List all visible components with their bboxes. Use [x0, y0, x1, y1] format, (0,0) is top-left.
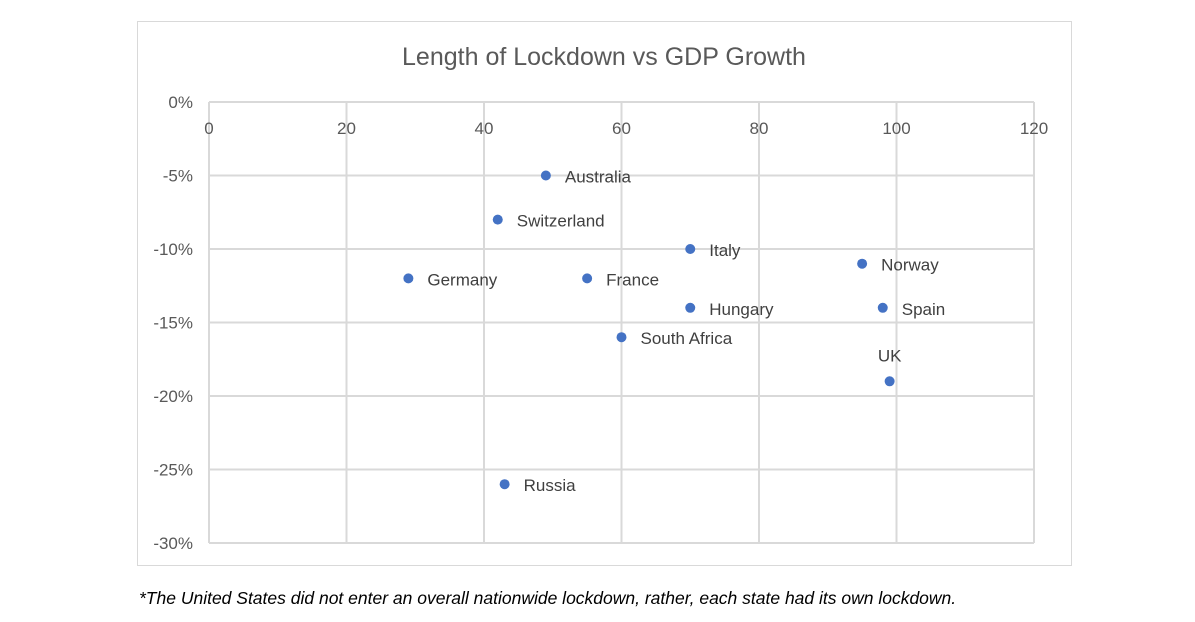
data-point[interactable] — [877, 302, 888, 313]
x-tick-label: 120 — [1020, 119, 1048, 138]
x-tick-label: 40 — [475, 119, 494, 138]
chart-title: Length of Lockdown vs GDP Growth — [402, 43, 806, 71]
chart-area: 0 20 40 60 80 100 120 0% -5% -10% -15% -20% -25% -30%… — [137, 21, 1072, 566]
x-tick-label: 80 — [750, 119, 769, 138]
data-point[interactable] — [685, 302, 696, 313]
data-label: UK — [878, 346, 902, 365]
axes: 0 20 40 60 80 100 120 0% -5% -10% -15% -20% -25% -30% — [153, 93, 1048, 553]
data-point[interactable] — [540, 170, 551, 181]
y-tick-label: -5% — [163, 167, 193, 186]
data-label: Australia — [565, 168, 632, 187]
data-point[interactable] — [884, 376, 895, 387]
y-tick-label: -20% — [153, 387, 193, 406]
y-tick-label: -30% — [153, 534, 193, 553]
data-label: France — [606, 270, 659, 289]
data-point[interactable] — [403, 273, 414, 284]
footnote: *The United States did not enter an over… — [139, 588, 957, 608]
gridlines — [208, 101, 1035, 544]
data-point[interactable] — [499, 479, 510, 490]
y-tick-label: -25% — [153, 461, 193, 480]
data-label: Switzerland — [517, 212, 605, 231]
x-tick-label: 0 — [204, 119, 213, 138]
scatter-chart: 0 20 40 60 80 100 120 0% -5% -10% -15% -20% -25% -30%… — [153, 43, 1048, 553]
data-label: Hungary — [709, 300, 774, 319]
y-tick-label: 0% — [168, 93, 193, 112]
data-label: Germany — [427, 270, 497, 289]
data-label: South Africa — [641, 329, 733, 348]
y-tick-label: -10% — [153, 240, 193, 259]
data-point[interactable] — [582, 273, 593, 284]
data-point[interactable] — [857, 258, 868, 269]
data-point[interactable] — [492, 214, 503, 225]
data-point[interactable] — [616, 332, 627, 343]
data-label: Norway — [881, 256, 939, 275]
x-tick-label: 20 — [337, 119, 356, 138]
x-tick-label: 100 — [882, 119, 910, 138]
data-label: Italy — [709, 241, 741, 260]
x-tick-label: 60 — [612, 119, 631, 138]
y-tick-label: -15% — [153, 314, 193, 333]
data-label: Spain — [902, 300, 945, 319]
data-points: Australia Switzerland Italy Germany France No… — [403, 168, 945, 495]
data-label: Russia — [524, 476, 577, 495]
data-point[interactable] — [685, 244, 696, 254]
